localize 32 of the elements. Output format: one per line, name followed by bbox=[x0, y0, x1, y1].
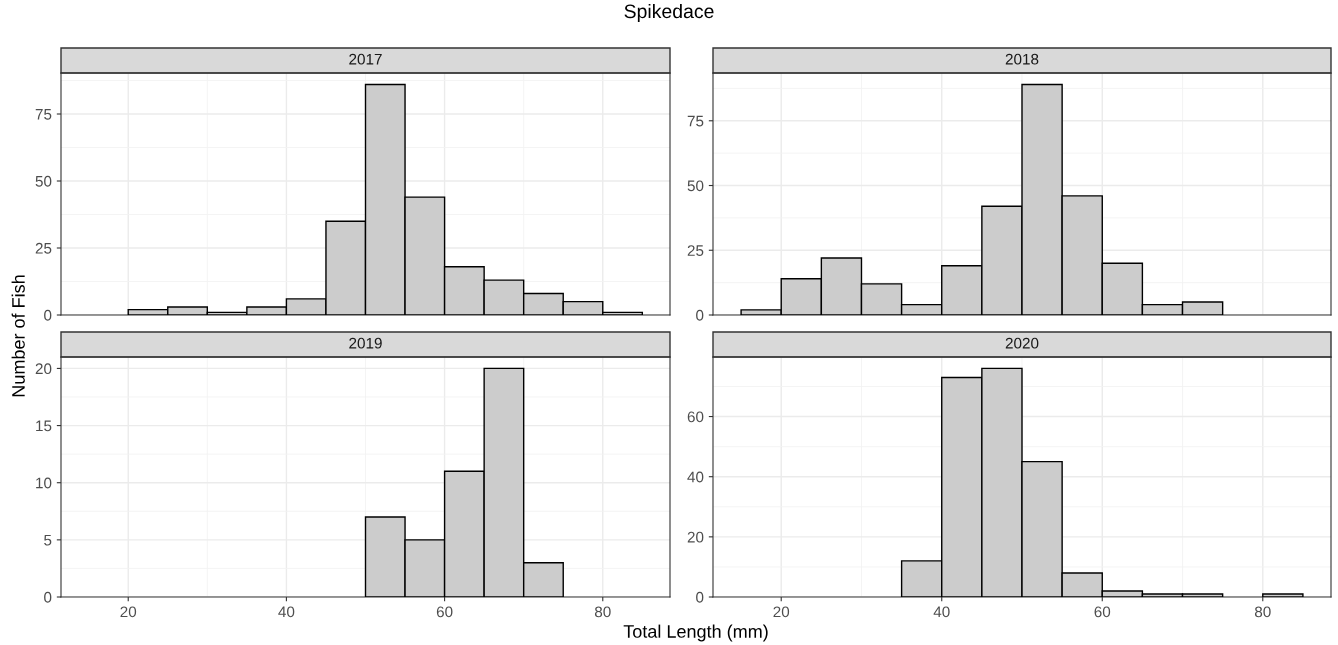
x-axis-title: Total Length (mm) bbox=[623, 624, 768, 642]
y-tick-label: 60 bbox=[687, 411, 704, 423]
chart-subtitle: 2019 bbox=[349, 337, 382, 349]
x-tick-label: 20 bbox=[773, 606, 790, 618]
y-tick-label: 25 bbox=[35, 242, 52, 254]
x-tick-label: 80 bbox=[1254, 606, 1271, 618]
x-tick-label: 80 bbox=[594, 606, 611, 618]
x-tick-label: 40 bbox=[933, 606, 950, 618]
chart-subtitle: 2017 bbox=[349, 53, 382, 65]
y-tick-label: 20 bbox=[687, 531, 704, 543]
x-tick-label: 40 bbox=[278, 606, 295, 618]
chart-subtitle: 2018 bbox=[1005, 53, 1039, 65]
y-tick-label: 25 bbox=[687, 245, 704, 256]
x-tick-label: 20 bbox=[120, 606, 137, 618]
y-tick-label: 50 bbox=[687, 180, 704, 192]
y-tick-label: 0 bbox=[696, 309, 704, 321]
y-tick-label: 10 bbox=[36, 477, 52, 489]
y-tick-label: 0 bbox=[44, 309, 52, 321]
y-tick-label: 20 bbox=[35, 363, 52, 375]
y-tick-label: 0 bbox=[696, 591, 704, 603]
y-tick-label: 75 bbox=[687, 115, 704, 127]
y-tick-label: 75 bbox=[35, 109, 52, 120]
y-tick-label: 0 bbox=[44, 591, 52, 603]
chart-subtitle: 2020 bbox=[1005, 337, 1039, 349]
x-tick-label: 60 bbox=[1094, 606, 1111, 618]
y-tick-label: 15 bbox=[36, 420, 52, 432]
chart-title: Spikedace bbox=[624, 3, 714, 23]
y-axis-title: Number of Fish bbox=[11, 275, 25, 397]
y-tick-label: 40 bbox=[687, 471, 704, 483]
x-tick-label: 60 bbox=[436, 606, 453, 618]
y-tick-label: 5 bbox=[44, 534, 52, 546]
y-tick-label: 50 bbox=[35, 175, 52, 187]
